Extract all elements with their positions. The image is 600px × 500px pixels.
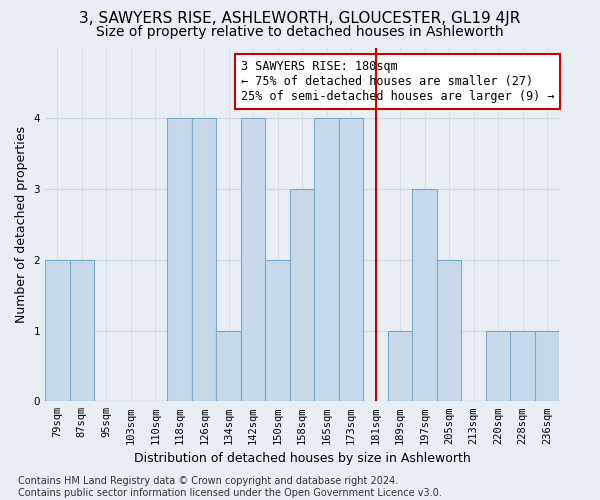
Text: 3, SAWYERS RISE, ASHLEWORTH, GLOUCESTER, GL19 4JR: 3, SAWYERS RISE, ASHLEWORTH, GLOUCESTER,… [79,11,521,26]
Bar [192,118,217,402]
Bar [437,260,461,402]
X-axis label: Distribution of detached houses by size in Ashleworth: Distribution of detached houses by size … [134,452,470,465]
Bar [265,260,290,402]
Bar [511,330,535,402]
Bar [290,189,314,402]
Bar [535,330,559,402]
Bar [314,118,339,402]
Bar [486,330,511,402]
Bar [241,118,265,402]
Bar [388,330,412,402]
Bar [412,189,437,402]
Bar [70,260,94,402]
Text: Contains HM Land Registry data © Crown copyright and database right 2024.
Contai: Contains HM Land Registry data © Crown c… [18,476,442,498]
Text: Size of property relative to detached houses in Ashleworth: Size of property relative to detached ho… [96,25,504,39]
Y-axis label: Number of detached properties: Number of detached properties [15,126,28,323]
Bar [45,260,70,402]
Bar [167,118,192,402]
Bar [217,330,241,402]
Bar [339,118,364,402]
Text: 3 SAWYERS RISE: 180sqm
← 75% of detached houses are smaller (27)
25% of semi-det: 3 SAWYERS RISE: 180sqm ← 75% of detached… [241,60,554,103]
